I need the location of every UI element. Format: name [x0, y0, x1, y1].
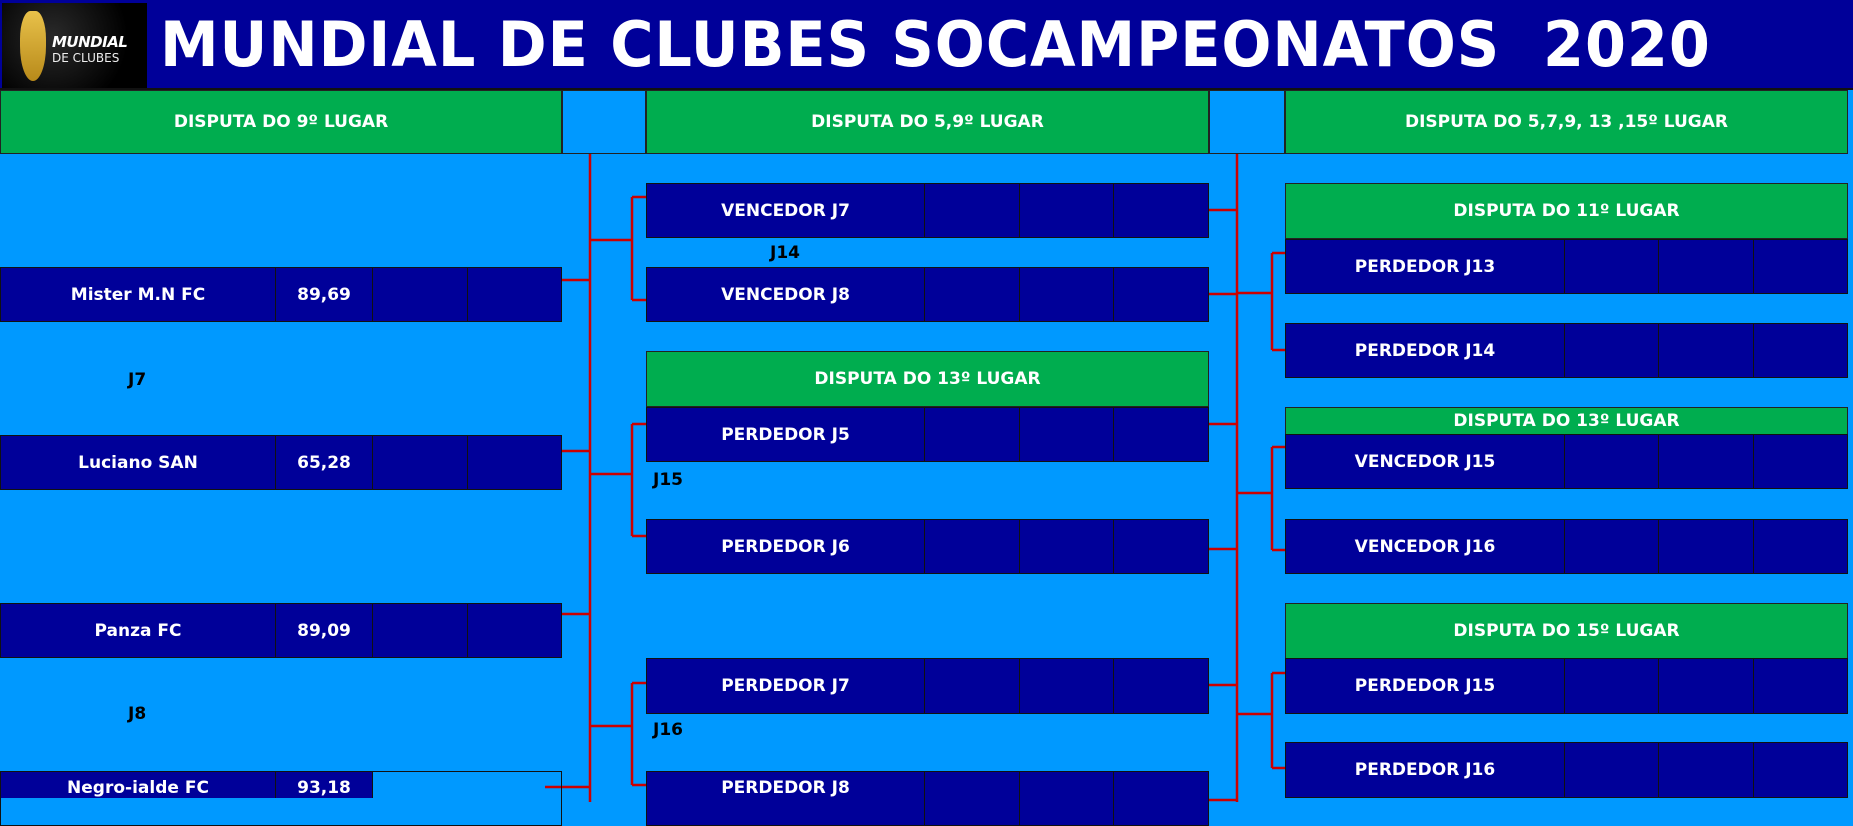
empty-cell	[1565, 324, 1659, 377]
team-score: 89,09	[276, 604, 373, 657]
section-15th-place: DISPUTA DO 15º LUGAR	[1285, 603, 1848, 659]
match-row-team[interactable]: Negro-ialde FC 93,18	[0, 771, 562, 826]
section-11th-place: DISPUTA DO 11º LUGAR	[1285, 183, 1848, 239]
empty-cell	[468, 604, 561, 657]
empty-cell	[1754, 324, 1847, 377]
empty-cell	[925, 268, 1020, 321]
slot-name: PERDEDOR J16	[1286, 743, 1565, 797]
match-row-team[interactable]: Panza FC 89,09	[0, 603, 562, 658]
club-world-cup-logo: MUNDIAL DE CLUBES	[2, 3, 147, 88]
team-name: Mister M.N FC	[1, 268, 276, 321]
slot-name: PERDEDOR J5	[647, 408, 925, 461]
empty-cell	[468, 268, 561, 321]
match-row[interactable]: PERDEDOR J15	[1285, 658, 1848, 714]
empty-cell	[1754, 743, 1847, 797]
empty-cell	[925, 408, 1020, 461]
empty-cell	[1114, 659, 1208, 713]
team-score: 93,18	[276, 772, 373, 798]
empty-cell	[468, 436, 561, 489]
slot-name: PERDEDOR J6	[647, 520, 925, 573]
empty-cell	[1659, 240, 1754, 293]
empty-cell	[925, 520, 1020, 573]
empty-cell	[1114, 772, 1208, 825]
empty-cell	[1114, 408, 1208, 461]
slot-name: VENCEDOR J7	[647, 184, 925, 237]
section-13th-place: DISPUTA DO 13º LUGAR	[646, 351, 1209, 407]
empty-cell	[1659, 743, 1754, 797]
slot-name: VENCEDOR J15	[1286, 435, 1565, 488]
game-label-j16: J16	[653, 720, 683, 740]
empty-cell	[1565, 240, 1659, 293]
team-score: 65,28	[276, 436, 373, 489]
header-5-15th-place: DISPUTA DO 5,7,9, 13 ,15º LUGAR	[1285, 90, 1848, 154]
page-title: MUNDIAL DE CLUBES SOCAMPEONATOS 2020	[160, 8, 1711, 81]
empty-cell	[925, 772, 1020, 825]
trophy-icon	[20, 11, 46, 81]
slot-name: PERDEDOR J8	[647, 772, 925, 825]
match-row-team[interactable]: Luciano SAN 65,28	[0, 435, 562, 490]
slot-name: PERDEDOR J14	[1286, 324, 1565, 377]
game-label-j15: J15	[653, 470, 683, 490]
empty-cell	[1754, 520, 1847, 573]
match-row[interactable]: PERDEDOR J5	[646, 407, 1209, 462]
slot-name: PERDEDOR J13	[1286, 240, 1565, 293]
header-5-9th-place: DISPUTA DO 5,9º LUGAR	[646, 90, 1209, 154]
match-row[interactable]: PERDEDOR J13	[1285, 239, 1848, 294]
section-13th-place: DISPUTA DO 13º LUGAR	[1285, 407, 1848, 435]
empty-cell	[1754, 435, 1847, 488]
match-row[interactable]: VENCEDOR J7	[646, 183, 1209, 238]
match-row[interactable]: PERDEDOR J6	[646, 519, 1209, 574]
empty-cell	[1565, 659, 1659, 713]
slot-name: VENCEDOR J8	[647, 268, 925, 321]
header-9th-place: DISPUTA DO 9º LUGAR	[0, 90, 562, 154]
empty-cell	[1020, 659, 1114, 713]
empty-cell	[1659, 659, 1754, 713]
game-label-j7: J7	[128, 370, 147, 390]
empty-cell	[1565, 743, 1659, 797]
empty-cell	[1659, 520, 1754, 573]
header-gap	[562, 90, 646, 154]
title-bar	[0, 0, 1853, 90]
team-name: Luciano SAN	[1, 436, 276, 489]
empty-cell	[1020, 520, 1114, 573]
empty-cell	[1114, 520, 1208, 573]
match-row[interactable]: VENCEDOR J8	[646, 267, 1209, 322]
empty-cell	[373, 436, 468, 489]
empty-cell	[925, 659, 1020, 713]
game-label-j14: J14	[770, 243, 800, 263]
match-row[interactable]: PERDEDOR J14	[1285, 323, 1848, 378]
empty-cell	[1754, 659, 1847, 713]
team-score: 89,69	[276, 268, 373, 321]
slot-name: PERDEDOR J15	[1286, 659, 1565, 713]
match-row[interactable]: PERDEDOR J16	[1285, 742, 1848, 798]
empty-cell	[373, 268, 468, 321]
empty-cell	[1020, 772, 1114, 825]
bracket-lines	[545, 154, 1285, 802]
empty-cell	[373, 604, 468, 657]
game-label-j8: J8	[128, 704, 147, 724]
header-gap	[1209, 90, 1285, 154]
empty-cell	[1565, 435, 1659, 488]
empty-cell	[1659, 435, 1754, 488]
empty-cell	[1020, 268, 1114, 321]
empty-cell	[1114, 268, 1208, 321]
empty-cell	[1565, 520, 1659, 573]
slot-name: PERDEDOR J7	[647, 659, 925, 713]
team-name: Negro-ialde FC	[1, 772, 276, 798]
match-row[interactable]: PERDEDOR J8	[646, 771, 1209, 826]
empty-cell	[1114, 184, 1208, 237]
empty-cell	[1020, 184, 1114, 237]
empty-cell	[925, 184, 1020, 237]
match-row-team[interactable]: Mister M.N FC 89,69	[0, 267, 562, 322]
empty-cell	[1754, 240, 1847, 293]
empty-cell	[1659, 324, 1754, 377]
match-row[interactable]: VENCEDOR J16	[1285, 519, 1848, 574]
team-name: Panza FC	[1, 604, 276, 657]
empty-cell	[1020, 408, 1114, 461]
match-row[interactable]: VENCEDOR J15	[1285, 434, 1848, 489]
match-row[interactable]: PERDEDOR J7	[646, 658, 1209, 714]
slot-name: VENCEDOR J16	[1286, 520, 1565, 573]
